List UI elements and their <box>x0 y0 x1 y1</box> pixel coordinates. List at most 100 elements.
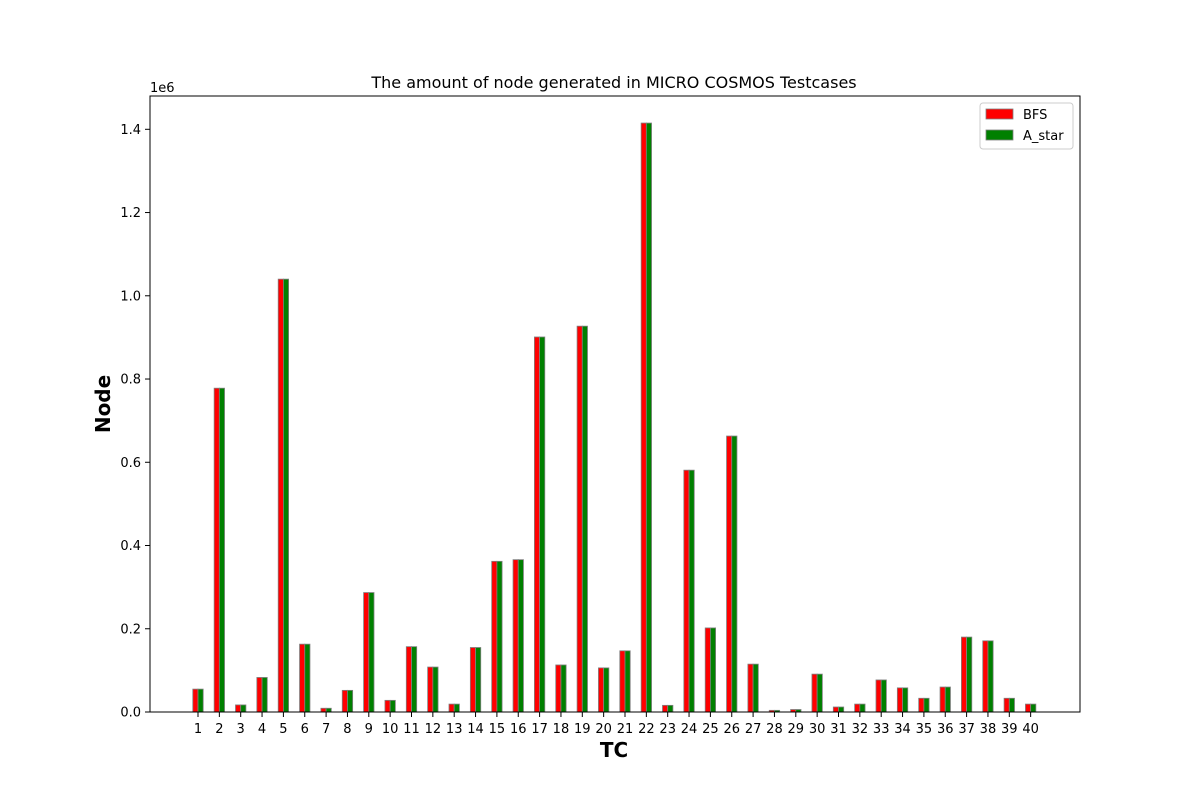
bar-bfs <box>235 704 242 713</box>
x-tick-label: 18 <box>553 722 570 737</box>
bar-bfs <box>619 650 626 713</box>
x-tick-label: 26 <box>723 722 740 737</box>
legend: BFS A_star <box>979 102 1074 150</box>
bar-bfs <box>683 469 690 713</box>
y-offset-text: 1e6 <box>150 81 175 96</box>
bar-bfs <box>384 699 391 713</box>
x-tick-label: 2 <box>215 722 223 737</box>
x-tick-label: 13 <box>446 722 463 737</box>
x-tick-label: 10 <box>382 722 399 737</box>
x-tick-label: 31 <box>830 722 847 737</box>
bar-a-star <box>347 689 354 713</box>
bar-a-star <box>496 560 503 713</box>
bar-a-star <box>368 592 375 713</box>
x-tick-label: 8 <box>343 722 351 737</box>
bar-a-star <box>710 627 717 713</box>
x-tick-label: 15 <box>489 722 506 737</box>
x-tick-label: 34 <box>894 722 911 737</box>
bar-a-star <box>218 387 225 713</box>
bar-a-star <box>624 650 631 713</box>
bar-bfs <box>213 387 220 713</box>
bar-a-star <box>688 469 695 713</box>
bar-a-star <box>304 643 311 713</box>
chart-title: The amount of node generated in MICRO CO… <box>370 73 856 92</box>
bar-bfs <box>534 336 541 713</box>
bar-bfs <box>576 325 583 713</box>
y-axis: 0.0 0.2 0.4 0.6 0.8 1.0 1.2 1.4 <box>120 123 150 721</box>
bar-bfs <box>299 643 306 713</box>
x-tick-label: 4 <box>258 722 266 737</box>
bar-a-star <box>645 122 652 713</box>
x-tick-label: 25 <box>702 722 719 737</box>
bar-a-star <box>517 559 524 713</box>
bar-a-star <box>603 667 610 713</box>
bar-a-star <box>560 664 567 713</box>
bar-bfs <box>640 122 647 713</box>
bar-a-star <box>731 435 738 713</box>
bar-a-star <box>453 703 460 713</box>
y-tick-label: 0.4 <box>120 539 141 554</box>
bar-a-star <box>432 666 439 713</box>
y-tick-label: 1.0 <box>120 289 141 304</box>
legend-label-bfs: BFS <box>1023 108 1047 123</box>
bar-a-star <box>966 636 973 713</box>
x-tick-label: 14 <box>467 722 484 737</box>
x-tick-label: 36 <box>937 722 954 737</box>
plot-frame <box>149 95 1081 713</box>
bar-a-star <box>923 697 930 713</box>
bar-bfs <box>320 707 327 713</box>
bar-bfs <box>747 663 754 713</box>
y-axis-label: Node <box>91 375 115 433</box>
x-tick-label: 9 <box>365 722 373 737</box>
bar-bfs <box>192 688 199 713</box>
bar-a-star <box>880 679 887 713</box>
x-tick-label: 24 <box>681 722 698 737</box>
bar-a-star <box>282 278 289 713</box>
x-tick-label: 20 <box>595 722 612 737</box>
x-tick-label: 30 <box>809 722 826 737</box>
bar-bfs <box>1025 703 1032 713</box>
legend-swatch-a-star <box>985 129 1014 141</box>
x-tick-label: 33 <box>873 722 890 737</box>
bar-a-star <box>389 699 396 713</box>
bar-a-star <box>987 640 994 713</box>
x-tick-label: 7 <box>322 722 330 737</box>
bar-a-star <box>411 646 418 713</box>
bar-a-star <box>1030 703 1037 713</box>
y-tick-label: 0.2 <box>120 622 141 637</box>
y-tick-label: 0.8 <box>120 373 141 388</box>
bar-bfs <box>427 666 434 713</box>
x-axis: 1 2 3 4 5 6 7 8 9 10 11 12 13 14 15 16 17 18 19 20 21 22 23 24 2… <box>194 712 1039 737</box>
bar-bfs <box>832 706 839 713</box>
x-tick-label: 16 <box>510 722 527 737</box>
x-tick-label: 11 <box>403 722 420 737</box>
x-tick-label: 39 <box>1001 722 1018 737</box>
bar-a-star <box>581 325 588 713</box>
x-tick-label: 17 <box>531 722 548 737</box>
bar-bfs <box>875 679 882 713</box>
bar-a-star <box>752 663 759 713</box>
legend-swatch-bfs <box>985 108 1014 120</box>
bar-bfs <box>277 278 284 713</box>
bar-bfs <box>918 697 925 713</box>
bar-a-star <box>816 673 823 713</box>
x-axis-label: TC <box>600 738 628 762</box>
bar-a-star <box>325 707 332 713</box>
legend-label-a-star: A_star <box>1023 129 1064 144</box>
x-tick-label: 35 <box>916 722 933 737</box>
bar-a-star <box>539 336 546 713</box>
bar-bfs <box>469 647 476 713</box>
x-tick-label: 32 <box>852 722 869 737</box>
y-tick-label: 0.0 <box>120 706 141 721</box>
x-tick-label: 12 <box>425 722 442 737</box>
x-tick-label: 23 <box>659 722 676 737</box>
bar-bfs <box>512 559 519 713</box>
bar-bfs <box>363 592 370 713</box>
y-tick-label: 1.2 <box>120 206 141 221</box>
x-tick-label: 1 <box>194 722 202 737</box>
bar-a-star <box>1008 697 1015 713</box>
bar-a-star <box>667 704 674 713</box>
bar-a-star <box>902 687 909 713</box>
